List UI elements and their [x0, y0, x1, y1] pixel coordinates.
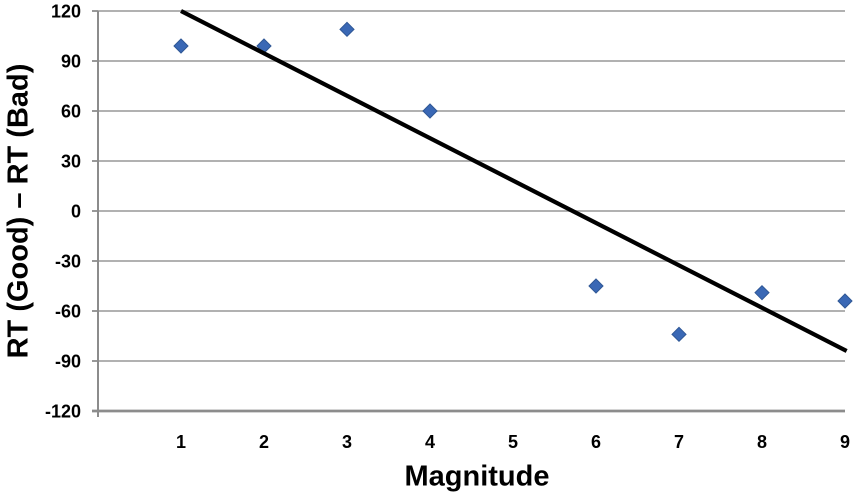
y-tick-label: 90 [61, 52, 81, 72]
x-axis-title: Magnitude [404, 460, 550, 493]
data-point [754, 284, 770, 301]
x-tick-label: 7 [674, 432, 684, 452]
y-tick-label: -60 [55, 302, 81, 322]
y-tick-label: 120 [51, 2, 81, 22]
data-point [588, 278, 604, 294]
y-tick-label: -30 [55, 252, 81, 272]
data-point [671, 326, 687, 343]
y-tick-label: 30 [61, 152, 81, 172]
data-point [339, 21, 355, 38]
x-tick-label: 4 [425, 432, 435, 452]
x-tick-label: 1 [176, 432, 186, 452]
y-tick-label: -90 [55, 352, 81, 372]
x-tick-label: 8 [757, 432, 767, 452]
data-point [837, 293, 853, 309]
y-axis-title: RT (Good) – RT (Bad) [2, 63, 35, 359]
trendline [180, 9, 848, 353]
y-tick-label: -120 [45, 402, 81, 422]
y-tick-label: 60 [61, 102, 81, 122]
x-tick-label: 9 [840, 432, 850, 452]
x-tick-label: 2 [259, 432, 269, 452]
x-tick-label: 3 [342, 432, 352, 452]
data-point [173, 38, 189, 54]
x-tick-label: 5 [508, 432, 518, 452]
x-tick-label: 6 [591, 432, 601, 452]
data-point [422, 103, 438, 119]
y-tick-label: 0 [71, 202, 81, 222]
